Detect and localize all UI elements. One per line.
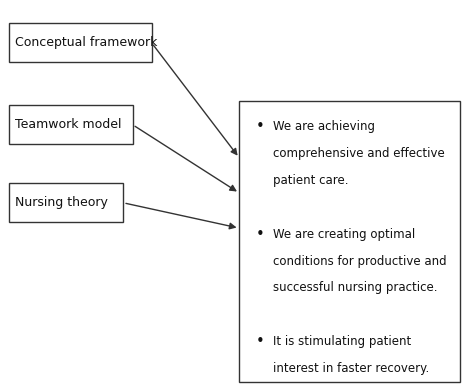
FancyBboxPatch shape — [9, 23, 152, 62]
Text: comprehensive and effective: comprehensive and effective — [273, 147, 445, 160]
FancyBboxPatch shape — [239, 101, 460, 382]
Text: patient care.: patient care. — [273, 174, 349, 187]
Text: Teamwork model: Teamwork model — [15, 118, 122, 131]
Text: •: • — [256, 119, 264, 134]
FancyBboxPatch shape — [9, 105, 133, 144]
Text: •: • — [256, 227, 264, 242]
Text: It is stimulating patient: It is stimulating patient — [273, 335, 412, 348]
FancyBboxPatch shape — [9, 183, 123, 222]
Text: Nursing theory: Nursing theory — [15, 196, 108, 209]
Text: We are achieving: We are achieving — [273, 120, 375, 133]
Text: We are creating optimal: We are creating optimal — [273, 228, 416, 241]
Text: successful nursing practice.: successful nursing practice. — [273, 282, 438, 294]
Text: Conceptual framework: Conceptual framework — [15, 36, 157, 50]
Text: •: • — [256, 334, 264, 349]
Text: conditions for productive and: conditions for productive and — [273, 255, 447, 268]
Text: interest in faster recovery.: interest in faster recovery. — [273, 362, 430, 375]
